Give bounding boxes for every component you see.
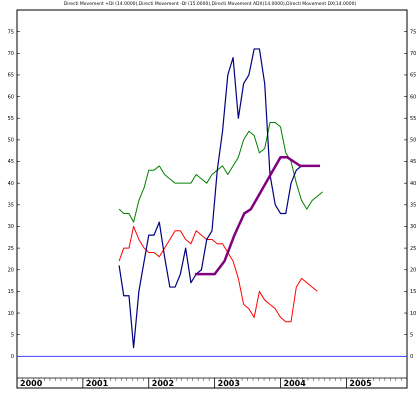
x-axis: 2000 2001 2002 2003 2004 2005 [16,377,407,388]
series-layer [17,48,407,357]
series-line-3 [194,155,321,276]
left-y-tick-label: 25 [8,246,14,252]
right-y-tick-label: 35 [410,203,416,209]
right-y-tick-label: 20 [410,267,416,273]
left-y-tick-label: 65 [8,73,14,79]
year-label: 2005 [349,379,372,388]
right-y-tick-label: 60 [410,94,416,100]
left-y-tick-label: 55 [8,116,14,122]
left-y-axis: 0 5 10 15 20 25 30 35 40 45 50 55 60 65 70 75 [8,29,20,360]
right-y-tick-label: 45 [410,159,416,165]
left-y-tick-label: 20 [8,267,14,273]
series-line-0 [118,122,323,223]
right-y-tick-label: 40 [410,181,416,187]
series-line-2 [118,48,302,349]
left-y-tick-label: 10 [8,311,14,317]
right-y-tick-label: 25 [410,246,416,252]
right-y-tick-label: 5 [410,332,413,338]
right-y-tick-label: 75 [410,29,416,35]
right-y-tick-label: 65 [410,73,416,79]
right-y-tick-label: 15 [410,289,416,295]
plot-frame [16,9,408,389]
chart-title: Directi Movement +DI (14.0000),Directi M… [64,1,357,7]
right-y-tick-label: 50 [410,138,416,144]
right-y-tick-label: 10 [410,311,416,317]
right-y-axis: 0 5 10 15 20 25 30 35 40 45 50 55 60 65 70 75 [404,29,416,360]
right-y-tick-label: 0 [410,354,413,360]
left-y-tick-label: 15 [8,289,14,295]
year-label: 2004 [284,379,307,388]
left-y-tick-label: 70 [8,51,14,57]
year-label: 2002 [152,379,174,388]
year-label: 2000 [20,379,43,388]
left-y-tick-label: 45 [8,159,14,165]
left-y-tick-label: 50 [8,138,14,144]
left-y-tick-label: 30 [8,224,14,230]
year-label: 2001 [86,379,109,388]
left-y-tick-label: 0 [11,354,14,360]
left-y-tick-label: 35 [8,203,14,209]
left-y-tick-label: 5 [11,332,14,338]
right-y-tick-label: 30 [410,224,416,230]
right-y-tick-label: 55 [410,116,416,122]
year-label: 2003 [218,379,240,388]
left-y-tick-label: 60 [8,94,14,100]
left-y-tick-label: 75 [8,29,14,35]
left-y-tick-label: 40 [8,181,14,187]
series-line-1 [118,225,318,323]
right-y-tick-label: 70 [410,51,416,57]
